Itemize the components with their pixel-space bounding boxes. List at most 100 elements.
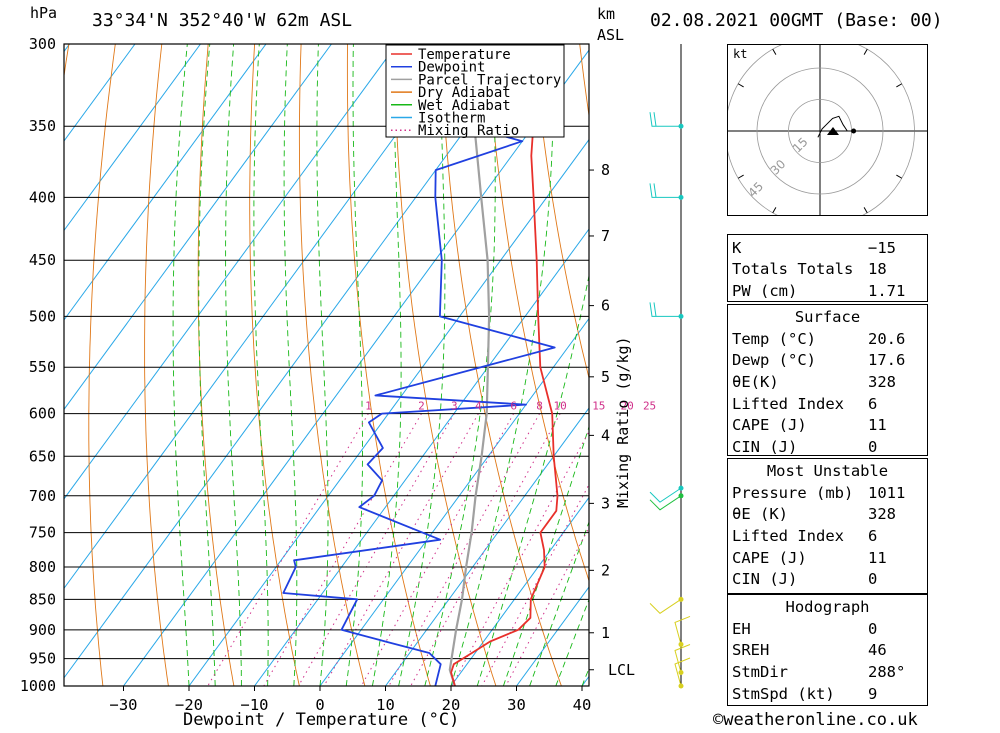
wind-barb [649, 302, 681, 317]
dry-adiabat-line [88, 44, 116, 686]
mixing-ratio-value-label: 6 [510, 400, 517, 413]
km-tick-label: 1 [601, 624, 610, 642]
x-tick-label: −30 [110, 696, 138, 714]
index-row: Lifted Index 6 [728, 525, 927, 547]
hodograph-tick [863, 207, 868, 214]
x-tick-label: 30 [507, 696, 526, 714]
dry-adiabat-line [346, 44, 431, 686]
isotherm-line [450, 496, 589, 686]
indices-surface: Surface Temp (°C) 20.6 Dewp (°C) 17.6 θE(K) 3… [727, 304, 928, 456]
pressure-tick-label: 550 [29, 358, 56, 376]
wind-barb-shape [649, 598, 682, 614]
x-tick-label: −10 [241, 696, 269, 714]
dry-adiabat-line [532, 44, 589, 380]
index-value: −15 [868, 238, 896, 257]
asl-label: ASL [597, 26, 625, 44]
km-label: km [597, 5, 616, 23]
wet-adiabat-line [555, 598, 589, 686]
legend-label: Temperature [418, 47, 511, 63]
pressure-tick-label: 650 [29, 447, 56, 465]
hodograph-tick [896, 83, 903, 88]
km-tick-label: 8 [601, 161, 610, 179]
storm-motion-marker [827, 127, 839, 135]
index-row: StmDir 288° [728, 661, 927, 683]
pressure-tick-label: 600 [29, 405, 56, 423]
index-label: StmSpd (kt) [732, 684, 835, 703]
pressure-tick-label: 1000 [20, 677, 56, 695]
index-value: 1.71 [868, 281, 906, 300]
wind-barb-shape [649, 495, 682, 511]
index-value: 0 [868, 437, 878, 456]
wind-barb-shape [674, 644, 691, 673]
index-label: θE (K) [732, 505, 788, 524]
index-value: 0 [868, 619, 878, 638]
index-label: Lifted Index [732, 394, 844, 413]
hodograph-tick [772, 207, 777, 214]
mixing-ratio-line [360, 413, 515, 686]
index-row: θE (K) 328 [728, 504, 927, 526]
isotherm-line [64, 44, 136, 142]
legend-label: Mixing Ratio [418, 123, 519, 139]
pressure-tick-label: 850 [29, 590, 56, 608]
hodograph-ring [756, 67, 884, 195]
wind-barb [649, 598, 682, 614]
index-row: Dewp (°C) 17.6 [728, 350, 927, 372]
pressure-tick-label: 450 [29, 251, 56, 269]
dewpoint-line [282, 44, 556, 686]
wet-adiabat-line [424, 44, 496, 686]
hodograph-panel: kt 15 30 45 [725, 36, 928, 226]
dry-adiabat-line [486, 44, 589, 583]
wind-barb [649, 183, 681, 198]
index-row: Temp (°C) 20.6 [728, 328, 927, 350]
index-label: PW (cm) [732, 281, 798, 300]
km-tick-label: 3 [601, 494, 610, 512]
index-row: SREH 46 [728, 640, 927, 662]
wind-barb [649, 112, 681, 127]
index-label: Lifted Index [732, 526, 844, 545]
pressure-tick-label: 300 [29, 35, 56, 53]
index-value: 1011 [868, 483, 906, 502]
index-row: StmSpd (kt) 9 [728, 683, 927, 705]
index-row: θE(K) 328 [728, 371, 927, 393]
km-tick-label: 5 [601, 368, 610, 386]
isotherm-line [123, 49, 589, 686]
dry-adiabat-line [393, 44, 497, 686]
index-value: 20.6 [868, 329, 906, 348]
isotherm-line [64, 44, 332, 411]
index-label: CAPE (J) [732, 416, 807, 435]
x-tick-label: 40 [573, 696, 592, 714]
index-row: CIN (J) 0 [728, 436, 927, 458]
pressure-tick-label: 350 [29, 117, 56, 135]
mixing-ratio-value-label: 1 [365, 400, 372, 413]
index-label: Temp (°C) [732, 329, 816, 348]
dry-adiabat-line [951, 44, 1000, 686]
pressure-tick-label: 900 [29, 621, 56, 639]
wind-barb-shape [649, 487, 682, 503]
legend-label: Parcel Trajectory [418, 72, 561, 88]
legend-label: Wet Adiabat [418, 98, 511, 114]
index-value: 288° [868, 662, 906, 681]
mixing-ratio-value-label: 10 [554, 400, 567, 413]
mixing-ratio-value-label: 8 [536, 400, 543, 413]
wet-adiabat-line [283, 44, 298, 686]
legend-label: Isotherm [418, 111, 485, 127]
wind-barb [674, 657, 691, 687]
index-label: CAPE (J) [732, 548, 807, 567]
indices-hodograph: Hodograph EH 0 SREH 46 StmDir 288° StmSpd (kt)… [727, 594, 928, 706]
hodograph-trace [817, 115, 854, 138]
wind-barb-shape [649, 112, 681, 127]
hodograph-end-dot [851, 128, 857, 134]
legend-label: Dewpoint [418, 60, 485, 76]
hodograph-tick [737, 83, 744, 88]
hodograph-tick [772, 48, 777, 55]
most-unstable-title: Most Unstable [766, 462, 889, 480]
dry-adiabat-line [0, 44, 23, 686]
pressure-tick-label: 500 [29, 307, 56, 325]
index-value: 11 [868, 548, 887, 567]
x-tick-label: 0 [315, 696, 324, 714]
index-value: 328 [868, 505, 896, 524]
pressure-unit-label: hPa [30, 4, 58, 22]
wet-adiabat-line [450, 44, 555, 686]
legend-label: Dry Adiabat [418, 85, 511, 101]
